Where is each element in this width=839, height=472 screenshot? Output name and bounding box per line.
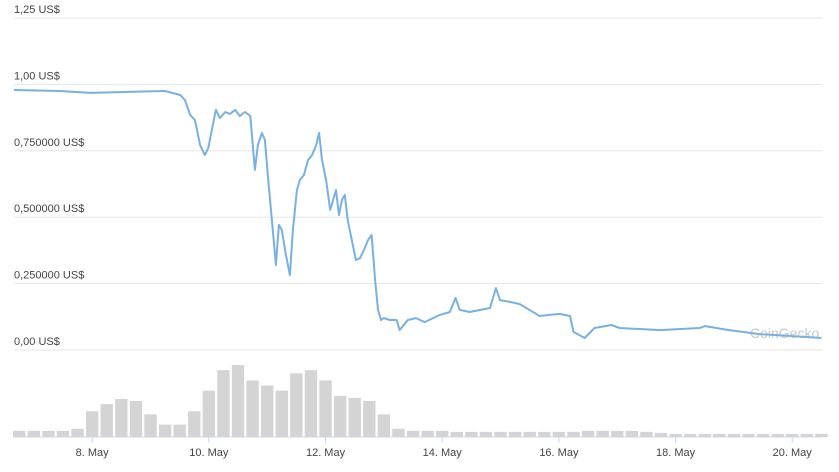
- y-tick-label: 1,00 US$: [14, 70, 60, 82]
- volume-bar: [786, 433, 799, 437]
- volume-bar: [304, 370, 318, 437]
- volume-bar: [275, 390, 288, 437]
- x-tick-label: 18. May: [656, 447, 696, 459]
- volume-bar: [523, 431, 536, 437]
- volume-bar: [815, 433, 828, 437]
- volume-bar: [640, 431, 653, 437]
- volume-bar: [319, 380, 332, 437]
- volume-bar: [333, 395, 347, 437]
- volume-bar: [669, 433, 682, 437]
- volume-bar: [85, 411, 99, 437]
- volume-bar: [698, 433, 711, 437]
- volume-bar: [115, 398, 128, 437]
- volume-bar: [713, 433, 726, 437]
- volume-bar: [683, 433, 697, 437]
- x-tick-label: 10. May: [189, 447, 229, 459]
- volume-bar: [800, 433, 814, 437]
- volume-bar: [406, 430, 420, 437]
- x-tick-label: 16. May: [539, 447, 579, 459]
- x-tick-label: 14. May: [423, 447, 463, 459]
- volume-bar: [625, 430, 639, 437]
- volume-bar: [567, 431, 580, 437]
- volume-bar: [231, 365, 245, 437]
- x-tick-label: 20. May: [773, 447, 813, 459]
- volume-bar: [42, 430, 55, 437]
- volume-bar: [392, 428, 405, 437]
- x-tick-label: 8. May: [76, 447, 110, 459]
- volume-bar: [246, 380, 259, 437]
- volume-bar: [290, 373, 303, 437]
- volume-bar: [100, 404, 113, 437]
- y-tick-label: 0,500000 US$: [14, 203, 84, 215]
- volume-bar: [508, 431, 522, 437]
- watermark: CoinGecko: [750, 325, 819, 341]
- volume-bar: [450, 431, 463, 437]
- volume-bar: [129, 401, 143, 437]
- volume-bar: [217, 370, 230, 437]
- volume-bar: [581, 430, 595, 437]
- volume-bar: [421, 430, 434, 437]
- volume-bar: [27, 430, 41, 437]
- volume-bar: [144, 414, 157, 437]
- x-tick-label: 12. May: [306, 447, 346, 459]
- volume-bar: [479, 431, 493, 437]
- y-tick-label: 1,25 US$: [14, 4, 60, 16]
- volume-bar: [596, 430, 609, 437]
- y-tick-label: 0,750000 US$: [14, 137, 84, 149]
- y-tick-label: 0,250000 US$: [14, 270, 84, 282]
- volume-bar: [56, 430, 70, 437]
- volume-bar: [742, 433, 755, 437]
- price-line: [13, 89, 822, 339]
- y-tick-label: 0,00 US$: [14, 336, 60, 348]
- volume-bar: [202, 390, 216, 437]
- volume-bar: [538, 431, 551, 437]
- volume-bar: [173, 424, 186, 437]
- volume-bar: [654, 432, 668, 437]
- volume-bar: [771, 433, 784, 437]
- volume-bar: [363, 401, 376, 437]
- volume-bar: [552, 431, 566, 437]
- volume-bar: [158, 424, 172, 437]
- volume-bar: [13, 430, 26, 437]
- volume-bar: [611, 430, 624, 437]
- volume-bar: [377, 414, 391, 437]
- volume-bar: [727, 433, 741, 437]
- volume-bar: [188, 411, 201, 437]
- volume-bar: [71, 428, 84, 437]
- volume-bar: [348, 397, 361, 437]
- volume-bar: [436, 430, 449, 437]
- volume-bar: [260, 385, 274, 437]
- volume-bar: [465, 431, 478, 437]
- volume-bar: [494, 431, 507, 437]
- volume-bar: [756, 433, 770, 437]
